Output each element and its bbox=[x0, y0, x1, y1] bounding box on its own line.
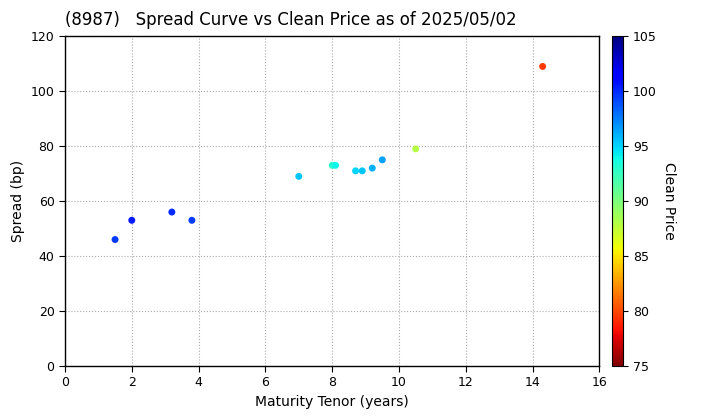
Point bbox=[186, 217, 198, 224]
X-axis label: Maturity Tenor (years): Maturity Tenor (years) bbox=[256, 395, 409, 409]
Point bbox=[293, 173, 305, 180]
Point bbox=[326, 162, 338, 169]
Point bbox=[109, 236, 121, 243]
Point bbox=[330, 162, 341, 169]
Point bbox=[377, 157, 388, 163]
Point bbox=[537, 63, 549, 70]
Point bbox=[126, 217, 138, 224]
Y-axis label: Spread (bp): Spread (bp) bbox=[11, 160, 25, 242]
Point bbox=[366, 165, 378, 171]
Point bbox=[410, 145, 421, 152]
Point bbox=[350, 168, 361, 174]
Text: (8987)   Spread Curve vs Clean Price as of 2025/05/02: (8987) Spread Curve vs Clean Price as of… bbox=[65, 11, 516, 29]
Y-axis label: Clean Price: Clean Price bbox=[662, 162, 676, 240]
Point bbox=[356, 168, 368, 174]
Point bbox=[166, 209, 178, 215]
